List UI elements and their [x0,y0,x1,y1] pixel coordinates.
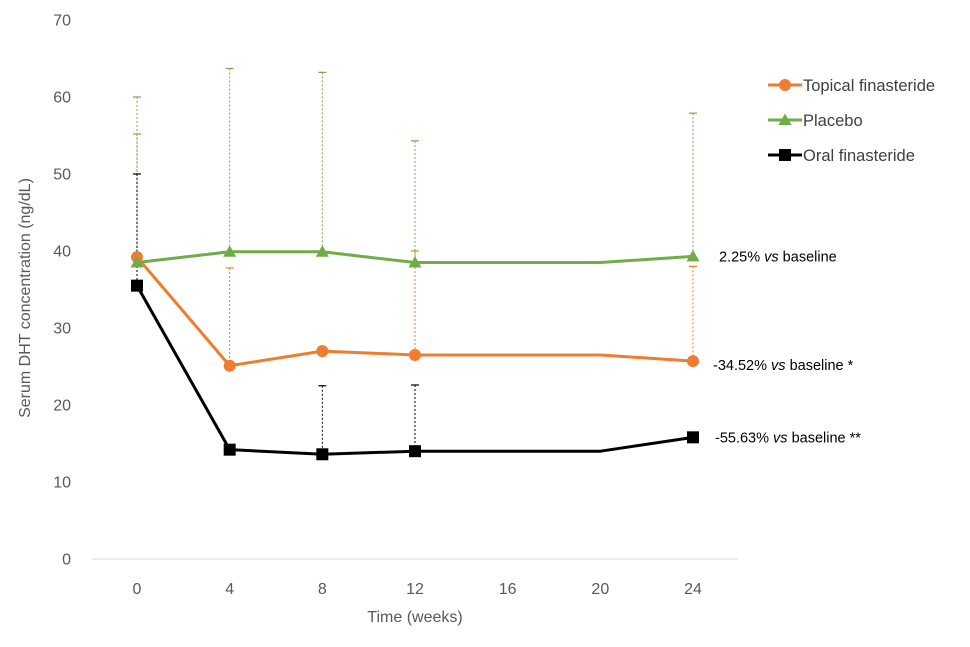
data-point-placebo [223,245,237,257]
series-markers [130,245,700,461]
legend-marker-topical-finasteride [779,79,791,91]
y-axis-title: Serum DHT concentration (ng/dL) [17,178,34,418]
series-line-oral-finasteride [135,284,694,456]
y-tick-label: 30 [53,321,71,338]
legend-marker-placebo [778,113,792,125]
y-tick-label: 50 [53,167,71,184]
y-tick-label: 70 [53,13,71,30]
data-point-oral-finasteride [687,431,699,444]
data-point-placebo [130,256,144,268]
x-tick-label: 16 [499,581,517,598]
data-point-oral-finasteride [131,279,143,292]
data-point-placebo [408,256,422,268]
x-tick-label: 0 [133,581,142,598]
x-tick-label: 20 [591,581,609,598]
legend-label-oral-finasteride: Oral finasteride [803,147,915,165]
x-tick-label: 8 [318,581,327,598]
data-point-oral-finasteride [409,445,421,458]
y-tick-label: 40 [53,244,71,261]
series-annotation: 2.25% vs baseline [719,249,837,265]
y-tick-label: 20 [53,398,71,415]
chart-legend: Topical finasteride Placebo Oral finasteri… [768,77,935,165]
series-annotations: -34.52% vs baseline * 2.25% vs baseline -5… [713,249,861,446]
data-point-topical-finasteride [687,355,699,368]
data-point-topical-finasteride [316,345,329,358]
data-point-placebo [686,249,700,262]
y-tick-label: 60 [53,90,71,107]
series-line-placebo [136,250,694,265]
x-axis-title: Time (weeks) [367,609,462,626]
y-tick-label: 10 [53,475,71,492]
series-line-topical-finasteride [135,256,694,368]
y-tick-label: 0 [62,552,71,569]
chart-axes: 0 10 20 30 40 50 60 70 0 4 8 12 16 20 24 [53,13,738,598]
x-tick-label: 24 [684,581,702,598]
legend-label-placebo: Placebo [803,112,863,130]
series-annotation: -55.63% vs baseline ** [715,430,861,446]
data-point-topical-finasteride [223,359,236,372]
legend-marker-oral-finasteride [779,149,791,161]
x-tick-label: 4 [225,581,234,598]
data-point-placebo [315,245,329,257]
series-lines [135,250,694,456]
series-annotation: -34.52% vs baseline * [713,358,854,374]
data-point-oral-finasteride [223,443,236,456]
legend-label-topical-finasteride: Topical finasteride [803,77,935,95]
data-point-topical-finasteride [409,348,421,361]
data-point-oral-finasteride [316,448,329,461]
x-tick-label: 12 [406,581,424,598]
